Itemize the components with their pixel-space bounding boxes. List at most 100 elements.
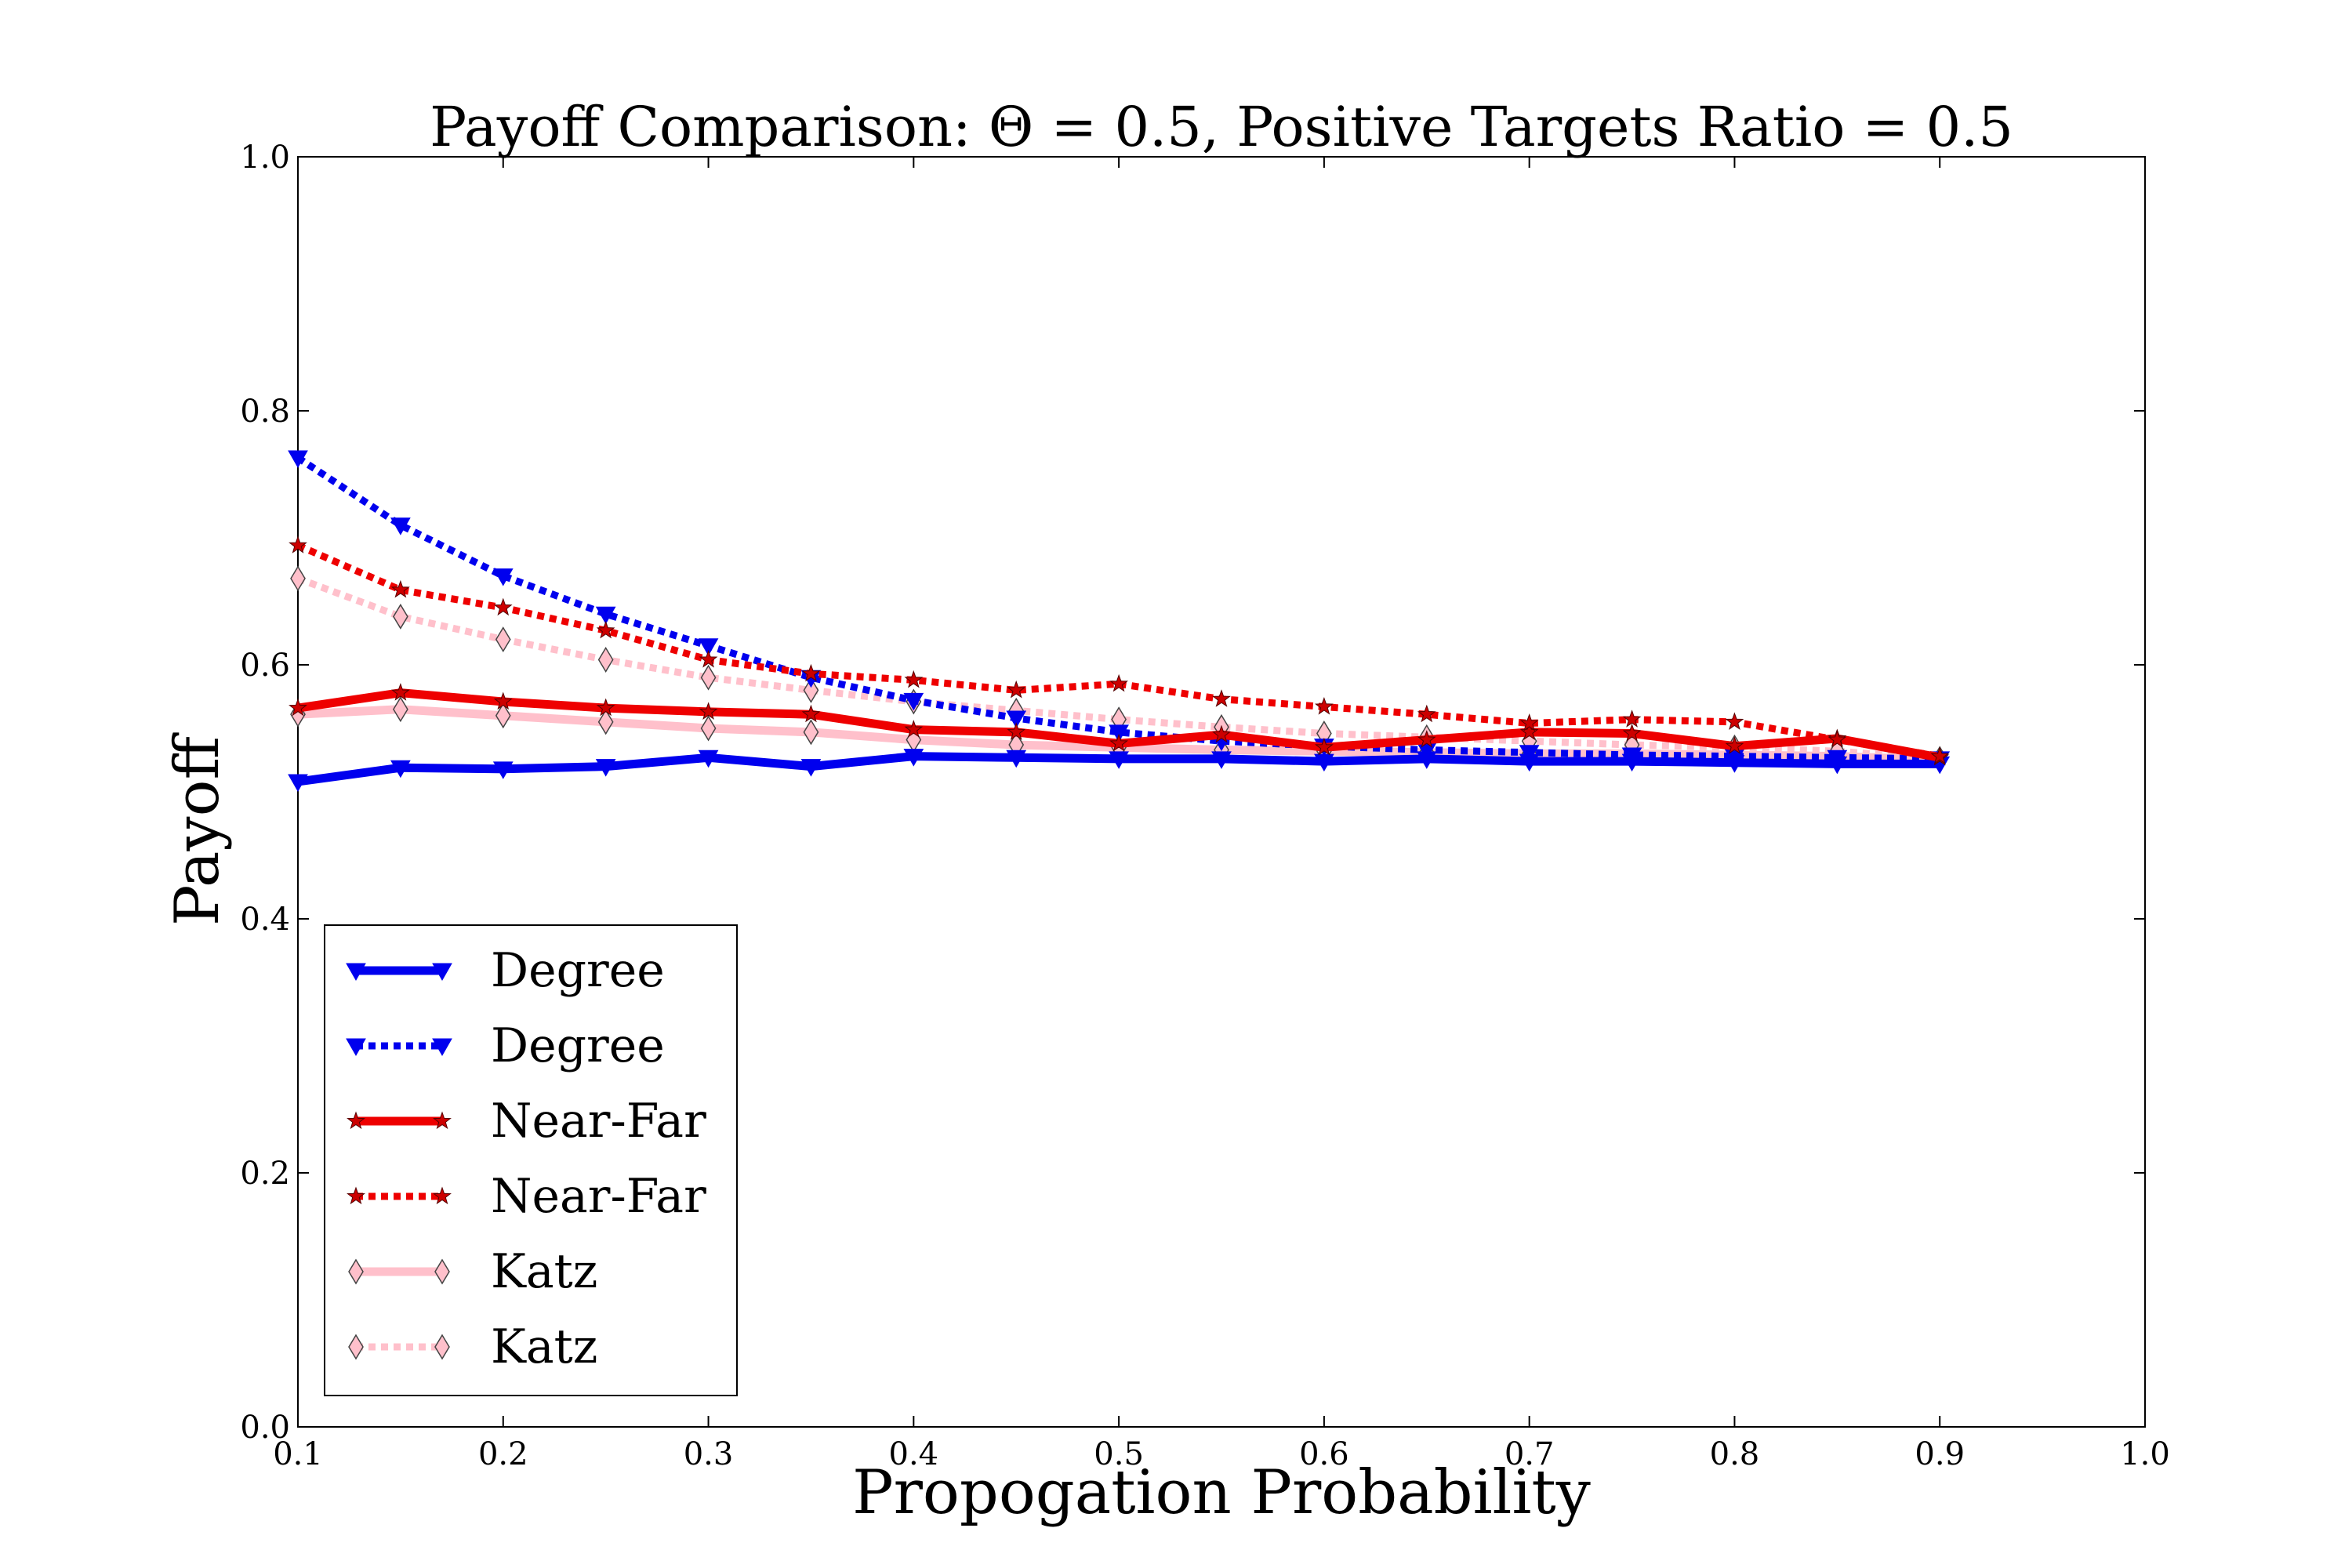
data-point [1519,722,1539,741]
data-point [390,517,411,535]
y-tick-label: 0.4 [240,902,290,938]
legend-box [324,924,738,1396]
data-point [1212,724,1231,743]
data-point [1622,710,1642,728]
y-tick-label: 0.2 [240,1156,290,1192]
data-point [1211,751,1232,769]
data-point [289,698,307,717]
data-point [595,606,616,625]
legend-label: Katz [491,1319,597,1374]
data-point [393,696,408,723]
data-point [698,638,719,656]
data-point [1109,724,1129,742]
data-point [1314,737,1334,756]
data-point [801,663,821,682]
y-axis-label: Payoff [162,731,233,926]
data-point [495,702,511,729]
data-point [1828,730,1847,748]
legend-marker [434,1334,450,1360]
data-point [492,568,514,586]
data-point [1621,747,1642,766]
data-point [800,759,822,777]
data-point [1930,746,1950,764]
data-point [1109,673,1129,692]
data-point [903,749,924,767]
chart-title: Payoff Comparison: Θ = 0.5, Positive Tar… [430,95,2013,159]
legend-marker [346,963,366,982]
x-tick-label: 1.0 [2120,1436,2170,1472]
data-point [801,704,821,723]
data-point [700,715,717,742]
data-point [1417,704,1436,723]
legend-label: Near-Far [491,1094,706,1149]
data-point [493,691,513,710]
data-point [1519,745,1540,763]
data-point [1725,736,1744,754]
data-point [1006,750,1027,768]
data-point [596,698,615,717]
data-point [1519,713,1539,731]
x-axis-label: Propogation Probability [852,1457,1591,1528]
data-point [390,579,410,598]
legend-marker [433,1186,452,1205]
legend-label: Near-Far [491,1169,706,1224]
legend-marker [346,1038,366,1057]
x-tick-label: 0.7 [1504,1436,1555,1472]
legend-marker [347,1111,365,1130]
data-point [1109,733,1129,752]
data-point [1006,710,1027,729]
y-tick-label: 0.6 [240,648,290,684]
legend-marker [432,963,452,982]
data-point [1007,680,1026,699]
data-point [393,603,408,630]
data-point [390,683,410,701]
series-line-degree-dotted [296,455,1940,763]
data-point [289,535,307,554]
x-tick-label: 0.5 [1094,1436,1144,1472]
legend-marker [433,1111,452,1130]
y-tick-label: 0.8 [240,394,290,430]
data-point [288,774,308,793]
data-point [390,760,411,779]
series-line-katz-dotted [296,575,1940,763]
data-point [495,626,511,653]
x-tick-label: 0.3 [684,1436,734,1472]
data-point [493,597,513,616]
data-point [1827,750,1848,768]
data-point [492,761,514,779]
y-tick-label: 0.0 [240,1410,290,1446]
data-point [1622,724,1642,742]
x-tick-label: 0.9 [1915,1436,1965,1472]
data-point [597,647,614,673]
y-tick-label: 1.0 [240,140,290,176]
legend-label: Degree [491,1018,665,1073]
data-point [698,750,719,768]
data-point [903,692,924,711]
x-tick-label: 0.2 [478,1436,528,1472]
legend-marker [347,1186,365,1205]
data-point [1007,722,1026,740]
data-point [803,677,819,703]
data-point [290,565,306,592]
data-point [904,720,924,738]
legend-marker [432,1038,452,1057]
x-tick-label: 0.6 [1299,1436,1349,1472]
data-point [699,702,718,720]
x-tick-label: 0.4 [889,1436,939,1472]
x-tick-label: 0.1 [273,1436,323,1472]
legend-marker [434,1258,450,1285]
legend-label: Degree [491,943,665,998]
data-point [699,650,718,668]
legend-marker [348,1334,364,1360]
data-point [1315,697,1334,715]
data-point [595,759,616,777]
data-point [700,664,717,691]
x-tick-label: 0.8 [1710,1436,1760,1472]
data-point [904,670,924,688]
data-point [1109,751,1129,769]
legend-label: Katz [491,1244,597,1299]
data-point [596,620,615,639]
data-point [803,719,819,746]
